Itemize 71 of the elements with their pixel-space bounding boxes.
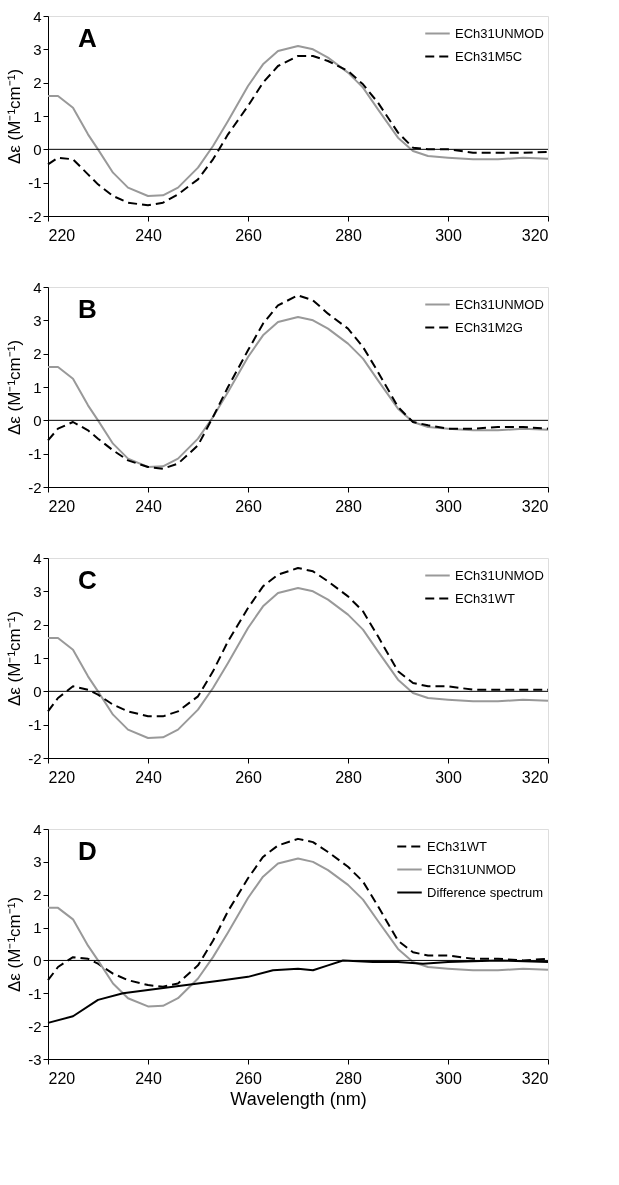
x-tick-label: 300 (435, 768, 462, 786)
x-tick-label: 260 (235, 226, 262, 244)
x-tick-label: 240 (135, 1069, 162, 1087)
y-tick-label: 2 (33, 74, 42, 92)
y-tick-label: 1 (33, 919, 42, 937)
x-tick-label: 260 (235, 1069, 262, 1087)
y-tick-label: -2 (28, 207, 42, 225)
legend-label: ECh31WT (455, 590, 516, 606)
y-tick-label: -1 (28, 445, 42, 463)
y-tick-label: -2 (28, 1017, 42, 1035)
y-tick-label: 2 (33, 616, 42, 634)
x-tick-label: 260 (235, 768, 262, 786)
y-tick-label: 3 (33, 311, 42, 329)
y-tick-label: 2 (33, 886, 42, 904)
x-tick-label: 240 (135, 226, 162, 244)
y-tick-label: 0 (33, 140, 42, 158)
x-tick-label: 280 (335, 768, 362, 786)
x-tick-label: 260 (235, 497, 262, 515)
chart-title: D (78, 836, 97, 866)
y-axis-title: Δε (M⁻¹cm⁻¹) (5, 896, 25, 993)
legend-label: ECh31UNMOD (455, 567, 544, 583)
y-tick-label: 2 (33, 345, 42, 363)
x-axis-title: Wavelength (nm) (230, 1088, 367, 1109)
x-tick-label: 220 (48, 497, 76, 515)
y-tick-label: 1 (33, 378, 42, 396)
y-tick-label: 0 (33, 951, 42, 969)
legend-label: ECh31M2G (455, 319, 523, 335)
legend-label: ECh31UNMOD (455, 25, 544, 41)
x-tick-label: 240 (135, 768, 162, 786)
legend-label: ECh31WT (427, 838, 488, 854)
x-tick-label: 220 (48, 1069, 76, 1087)
legend-label: Difference spectrum (427, 884, 544, 900)
x-tick-label: 280 (335, 1069, 362, 1087)
chart-title: C (78, 565, 97, 595)
y-axis-title: Δε (M⁻¹cm⁻¹) (5, 68, 25, 165)
y-tick-label: 4 (33, 7, 42, 25)
y-tick-label: -1 (28, 984, 42, 1002)
x-tick-label: 300 (435, 226, 462, 244)
x-tick-label: 280 (335, 226, 362, 244)
x-tick-label: 280 (335, 497, 362, 515)
y-tick-label: -3 (28, 1050, 42, 1068)
x-tick-label: 320 (521, 497, 549, 515)
y-tick-label: 1 (33, 107, 42, 125)
x-tick-label: 300 (435, 497, 462, 515)
y-tick-label: 3 (33, 582, 42, 600)
y-tick-label: 1 (33, 649, 42, 667)
y-tick-label: 0 (33, 682, 42, 700)
y-axis-title: Δε (M⁻¹cm⁻¹) (5, 339, 25, 436)
y-axis-title: Δε (M⁻¹cm⁻¹) (5, 610, 25, 707)
y-tick-label: 4 (33, 820, 42, 838)
x-tick-label: 320 (521, 1069, 549, 1087)
y-tick-label: -1 (28, 716, 42, 734)
legend-label: ECh31UNMOD (455, 296, 544, 312)
y-tick-label: 0 (33, 411, 42, 429)
y-tick-label: 3 (33, 853, 42, 871)
x-tick-label: 320 (521, 226, 549, 244)
x-tick-label: 240 (135, 497, 162, 515)
y-tick-label: -2 (28, 749, 42, 767)
x-tick-label: 220 (48, 768, 76, 786)
chart-title: A (78, 23, 97, 53)
chart-title: B (78, 294, 97, 324)
y-tick-label: 4 (33, 549, 42, 567)
legend-label: ECh31UNMOD (427, 861, 516, 877)
y-tick-label: -1 (28, 174, 42, 192)
x-tick-label: 300 (435, 1069, 462, 1087)
legend-label: ECh31M5C (455, 48, 523, 64)
y-tick-label: 4 (33, 278, 42, 296)
y-tick-label: 3 (33, 40, 42, 58)
x-tick-label: 220 (48, 226, 76, 244)
x-tick-label: 320 (521, 768, 549, 786)
y-tick-label: -2 (28, 478, 42, 496)
